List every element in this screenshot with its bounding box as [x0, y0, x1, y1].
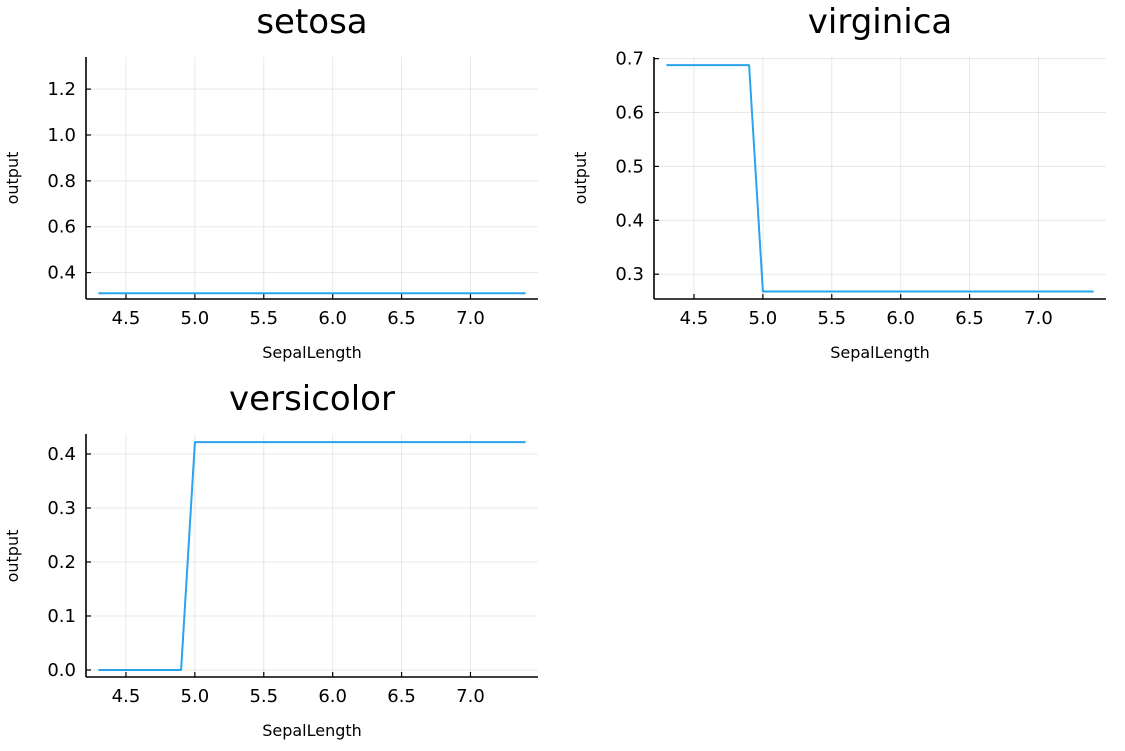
y-tick-label: 1.0	[47, 125, 76, 146]
ticks: 4.5 5.0 5.5 6.0 6.5 7.0 0.3 0.4 0.5 0.6 0.7	[615, 49, 1052, 329]
y-tick-label: 0.0	[47, 660, 76, 681]
y-tick-label: 0.3	[615, 264, 644, 285]
x-axis-label: SepalLength	[262, 343, 362, 362]
grid	[654, 57, 1106, 299]
x-tick-label: 5.0	[181, 308, 210, 329]
x-tick-label: 5.5	[817, 308, 846, 329]
grid	[86, 434, 538, 677]
y-axis-label: output	[571, 152, 590, 205]
y-tick-label: 0.5	[615, 156, 644, 177]
x-tick-label: 6.0	[318, 308, 347, 329]
y-tick-label: 0.2	[47, 552, 76, 573]
subplot-title: setosa	[256, 2, 367, 42]
x-tick-label: 6.5	[387, 686, 416, 707]
series	[98, 441, 526, 671]
y-tick-label: 1.2	[47, 79, 76, 100]
subplot-versicolor: 4.5 5.0 5.5 6.0 6.5 7.0 0.0 0.1 0.2 0.3 0.4 versic…	[3, 379, 538, 740]
x-tick-label: 5.0	[181, 686, 210, 707]
y-tick-label: 0.8	[47, 171, 76, 192]
subplot-title: versicolor	[229, 379, 395, 419]
y-tick-label: 0.4	[47, 263, 76, 284]
x-tick-label: 4.5	[680, 308, 709, 329]
ticks: 4.5 5.0 5.5 6.0 6.5 7.0 0.0 0.1 0.2 0.3 0.4	[47, 444, 484, 707]
series	[666, 64, 1094, 293]
x-tick-label: 5.5	[249, 686, 278, 707]
x-tick-label: 5.5	[249, 308, 278, 329]
y-tick-label: 0.7	[615, 49, 644, 70]
x-tick-label: 6.5	[955, 308, 984, 329]
x-tick-label: 7.0	[1024, 308, 1053, 329]
y-tick-label: 0.6	[47, 217, 76, 238]
y-tick-label: 0.1	[47, 606, 76, 627]
x-tick-label: 6.0	[318, 686, 347, 707]
x-tick-label: 6.0	[886, 308, 915, 329]
x-axis-label: SepalLength	[830, 343, 930, 362]
x-tick-label: 4.5	[112, 308, 141, 329]
x-tick-label: 7.0	[456, 686, 485, 707]
grid	[86, 57, 538, 299]
subplot-virginica: 4.5 5.0 5.5 6.0 6.5 7.0 0.3 0.4 0.5 0.6 0.7 virgin…	[571, 2, 1106, 362]
x-tick-label: 4.5	[112, 686, 141, 707]
x-tick-label: 5.0	[749, 308, 778, 329]
y-tick-label: 0.4	[47, 444, 76, 465]
y-tick-label: 0.3	[47, 498, 76, 519]
x-axis-label: SepalLength	[262, 721, 362, 740]
series-line	[98, 441, 526, 671]
y-tick-label: 0.4	[615, 210, 644, 231]
x-tick-label: 7.0	[456, 308, 485, 329]
ticks: 4.5 5.0 5.5 6.0 6.5 7.0 0.4 0.6 0.8 1.0 1.2	[47, 79, 484, 329]
y-axis-label: output	[3, 530, 22, 583]
y-tick-label: 0.6	[615, 103, 644, 124]
x-tick-label: 6.5	[387, 308, 416, 329]
y-axis-label: output	[3, 152, 22, 205]
series-line	[666, 64, 1094, 293]
subplot-setosa: 4.5 5.0 5.5 6.0 6.5 7.0 0.4 0.6 0.8 1.0 1.2 setosa…	[3, 2, 538, 362]
subplot-title: virginica	[808, 2, 953, 42]
